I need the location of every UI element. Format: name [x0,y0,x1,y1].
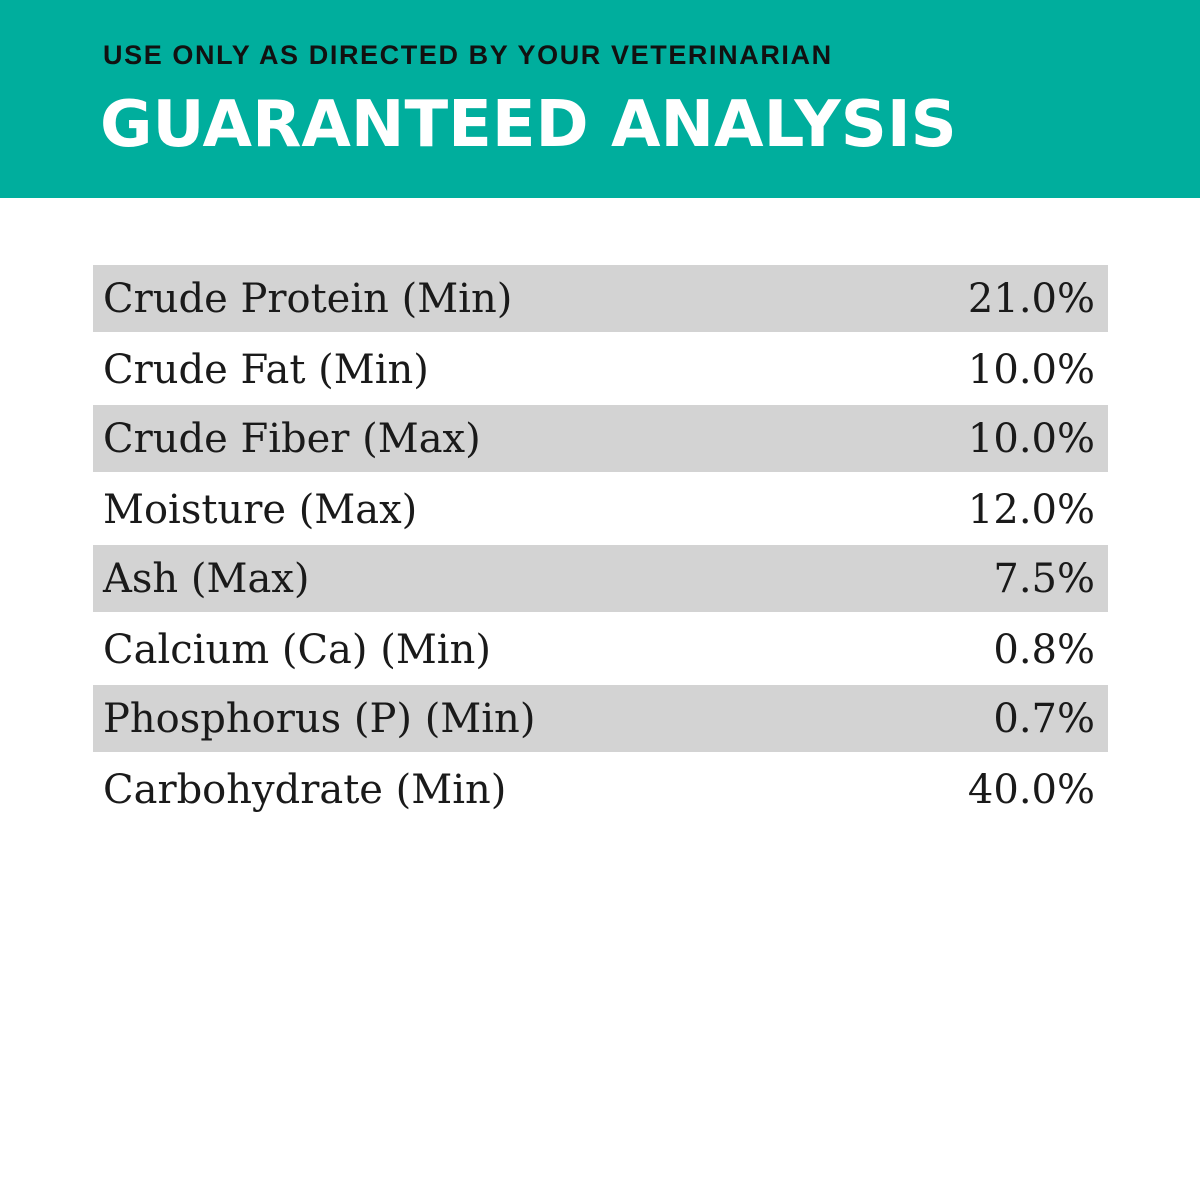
table-row: Carbohydrate (Min) 40.0% [93,755,1108,825]
nutrient-label: Crude Fiber (Max) [103,415,481,462]
table-row: Phosphorus (P) (Min) 0.7% [93,685,1108,752]
table-row: Ash (Max) 7.5% [93,545,1108,612]
page-title: GUARANTEED ANALYSIS [100,88,957,162]
nutrient-label: Moisture (Max) [103,487,418,533]
guaranteed-analysis-table: Crude Protein (Min) 21.0% Crude Fat (Min… [93,265,1108,825]
nutrient-value: 7.5% [993,555,1095,602]
nutrient-label: Crude Fat (Min) [103,347,429,393]
nutrient-value: 0.7% [993,695,1095,742]
nutrient-label: Calcium (Ca) (Min) [103,627,491,673]
table-row: Calcium (Ca) (Min) 0.8% [93,615,1108,685]
nutrient-label: Ash (Max) [103,555,310,602]
header-banner: USE ONLY AS DIRECTED BY YOUR VETERINARIA… [0,0,1200,198]
nutrient-value: 10.0% [967,347,1095,393]
nutrient-value: 40.0% [967,767,1095,813]
nutrient-value: 12.0% [967,487,1095,533]
table-row: Crude Fat (Min) 10.0% [93,335,1108,405]
nutrient-label: Crude Protein (Min) [103,275,513,322]
table-row: Crude Fiber (Max) 10.0% [93,405,1108,472]
table-row: Crude Protein (Min) 21.0% [93,265,1108,332]
nutrient-label: Phosphorus (P) (Min) [103,695,536,742]
nutrient-value: 10.0% [967,415,1095,462]
nutrient-label: Carbohydrate (Min) [103,767,507,813]
nutrient-value: 21.0% [967,275,1095,322]
usage-directive: USE ONLY AS DIRECTED BY YOUR VETERINARIA… [103,40,833,70]
table-row: Moisture (Max) 12.0% [93,475,1108,545]
nutrient-value: 0.8% [993,627,1095,673]
